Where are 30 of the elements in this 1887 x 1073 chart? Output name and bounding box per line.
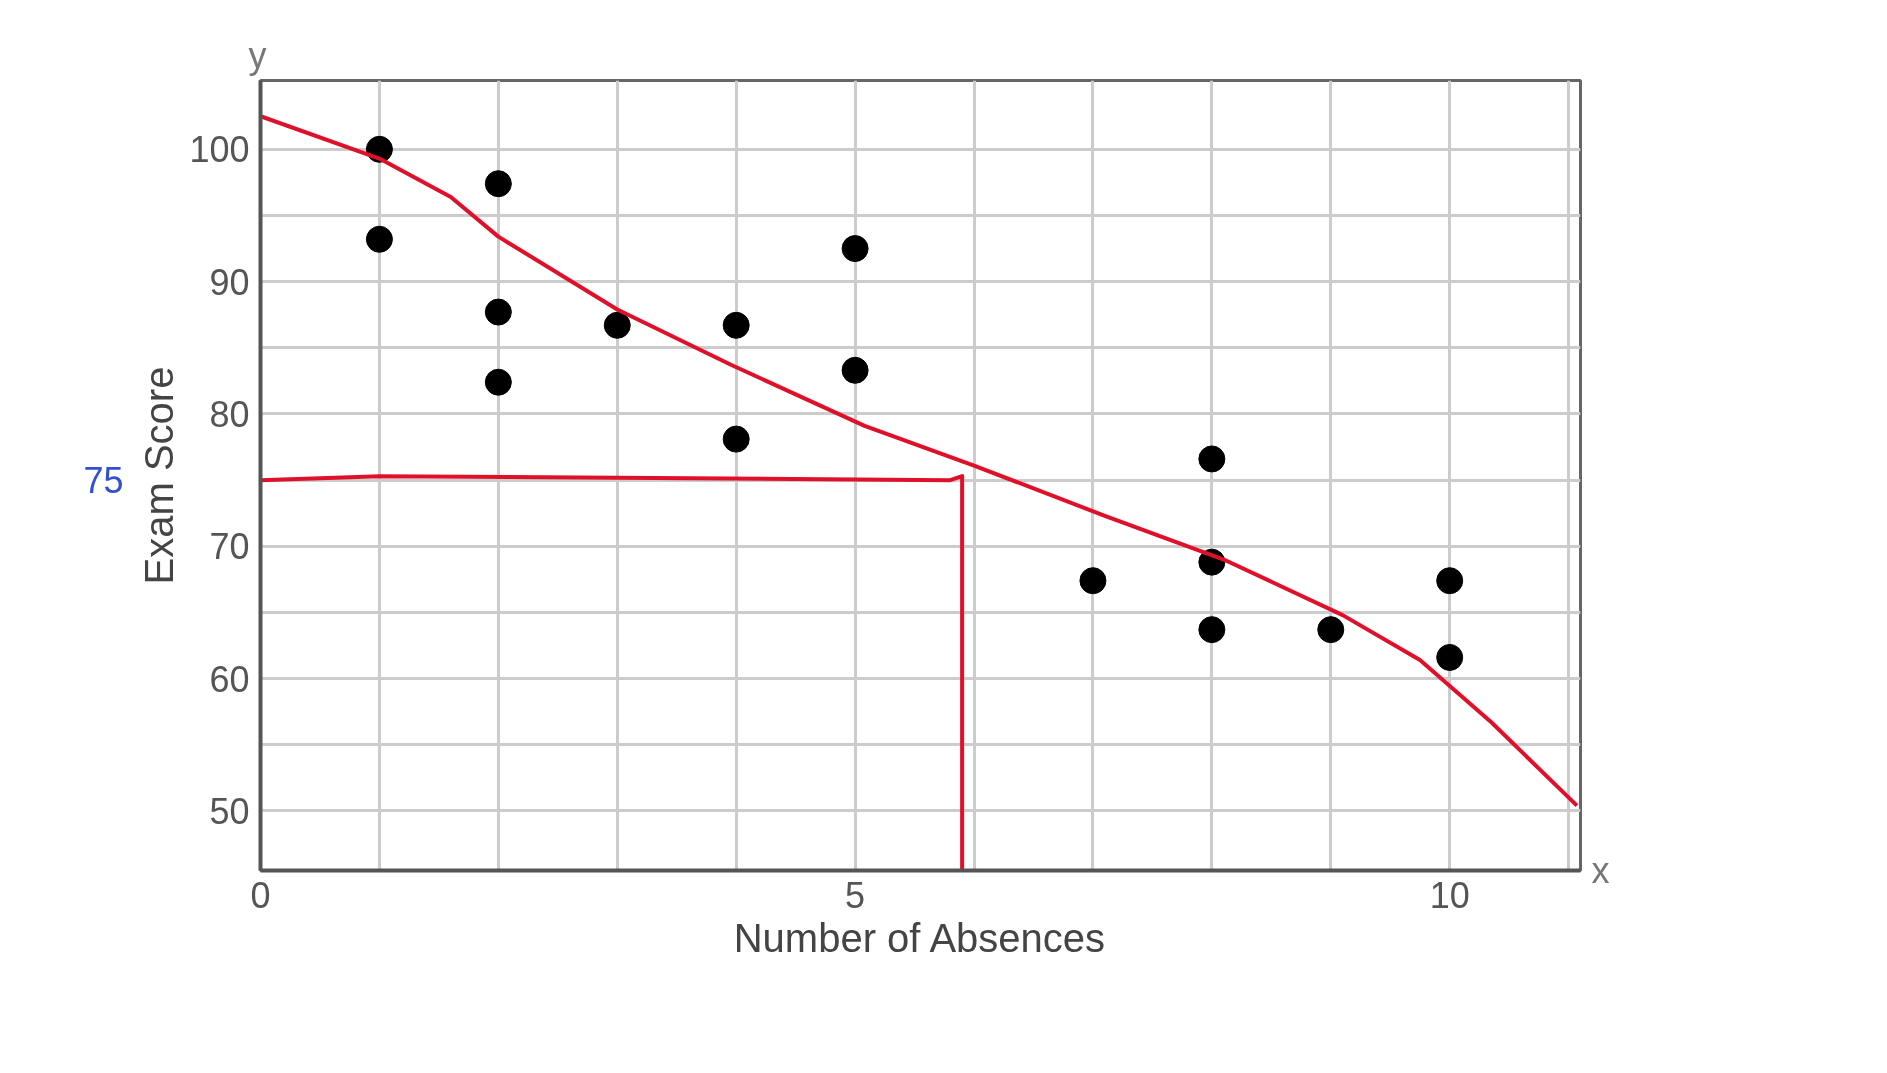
point [841,235,869,263]
y-tick-label: 70 [209,526,250,568]
point [1317,616,1345,644]
point [722,425,750,453]
point [484,298,512,326]
point [1198,616,1226,644]
line-series [260,114,1579,808]
y-axis-title: Exam Score [137,366,182,585]
text: 75 [83,460,124,502]
point [484,368,512,396]
point [1198,445,1226,473]
text: x [1591,850,1610,891]
y-tick-label: 100 [189,129,250,171]
point [722,311,750,339]
point [484,170,512,198]
point [1436,643,1464,671]
x-axis-title: Number of Absences [733,915,1106,960]
point [1436,567,1464,595]
y-tick-label: 60 [209,658,250,700]
x-tick-label: 0 [250,874,271,916]
y-tick-label: 90 [209,261,250,303]
y-tick-label: 80 [209,393,250,435]
point [603,311,631,339]
x-tick-label: 10 [1429,874,1470,916]
text: y [248,34,267,76]
point [1079,567,1107,595]
point [841,356,869,384]
point [365,225,393,253]
y-tick-label: 50 [209,790,250,832]
x-tick-label: 5 [845,874,866,916]
